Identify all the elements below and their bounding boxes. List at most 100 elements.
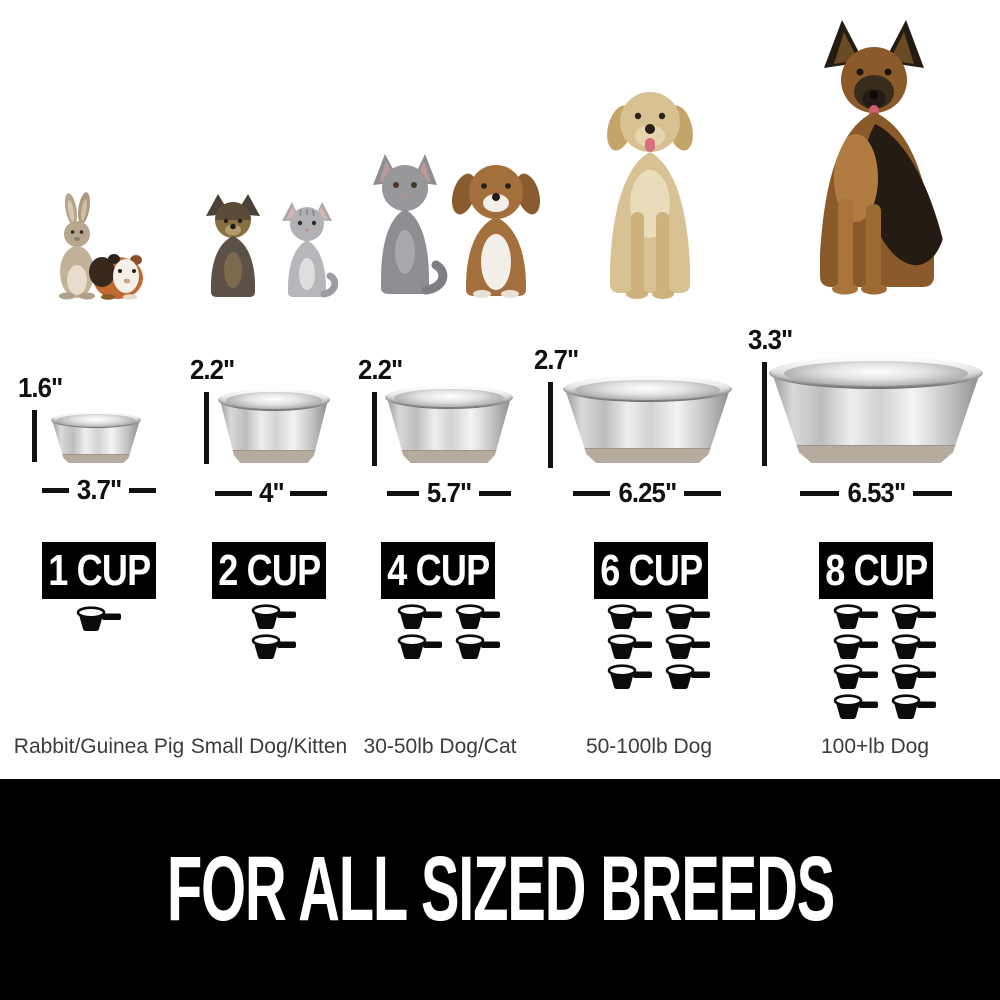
rabbit-icon xyxy=(59,192,95,300)
cup-badge: 4 CUP xyxy=(381,542,495,599)
measuring-scoop-icon xyxy=(607,634,652,659)
width-dimension-line xyxy=(573,490,610,496)
measuring-scoop-icon xyxy=(607,664,652,689)
bowl-interior xyxy=(226,392,322,410)
guinea-pig-icon xyxy=(89,254,143,300)
width-value: 5.7" xyxy=(426,477,472,508)
scoop-grid xyxy=(606,602,712,690)
height-value: 1.6" xyxy=(18,372,63,403)
size-comparison-section: 1.6" 3.7" 1 CUP Rabbit/Guinea Pig 2.2" xyxy=(13,20,984,758)
bowl-width-dimension: 6.53" xyxy=(800,477,952,509)
height-value: 2.2" xyxy=(358,354,403,385)
pet-type-label: 50-100lb Dog xyxy=(585,735,713,758)
bowl-width-dimension: 6.25" xyxy=(573,477,721,509)
bowl-rubber-base xyxy=(220,450,328,463)
bowl-height-dimension: 2.2" xyxy=(358,354,406,466)
pet-type-label: Rabbit/Guinea Pig xyxy=(13,735,185,758)
height-dimension-line xyxy=(32,410,37,462)
banner-headline: FOR ALL SIZED BREEDS xyxy=(166,838,834,940)
steel-bowl xyxy=(218,389,330,463)
bowl-rubber-base xyxy=(772,444,980,463)
bowl-rubber-base xyxy=(565,447,730,463)
pet-type-label: 30-50lb Dog/Cat xyxy=(363,735,517,758)
scoop-grid xyxy=(832,602,938,720)
width-value: 6.53" xyxy=(847,477,906,508)
golden-retriever-icon xyxy=(607,92,693,299)
cup-badge-label: 6 CUP xyxy=(599,545,703,595)
bowl-height-dimension: 1.6" xyxy=(18,372,66,462)
measuring-scoop-icon xyxy=(833,694,878,719)
bowl-rubber-base xyxy=(52,453,140,463)
measuring-scoop-icon xyxy=(891,664,936,689)
kitten-icon xyxy=(282,202,338,298)
measuring-scoop-icon xyxy=(891,634,936,659)
bowl-width-dimension: 4" xyxy=(215,477,328,509)
measuring-scoop-icon xyxy=(251,634,296,659)
cup-badge-label: 8 CUP xyxy=(824,545,928,595)
bowl-interior xyxy=(574,379,721,400)
measuring-scoop-icon xyxy=(251,604,296,629)
small-dog-kitten-photo xyxy=(206,194,338,298)
german-shepherd-icon xyxy=(820,20,948,295)
width-dimension-line xyxy=(215,490,252,496)
width-dimension-line xyxy=(387,490,419,496)
bowl-height-dimension: 3.3" xyxy=(748,324,796,466)
steel-bowl xyxy=(385,386,513,463)
golden-retriever-photo xyxy=(607,92,693,299)
height-dimension-line xyxy=(204,392,209,464)
steel-bowl xyxy=(768,357,984,463)
height-value: 3.3" xyxy=(748,324,793,355)
width-dimension-line xyxy=(800,490,839,496)
width-dimension-line xyxy=(684,490,721,496)
width-dimension-line xyxy=(913,490,952,496)
height-dimension-line xyxy=(762,362,767,466)
cup-badge-label: 1 CUP xyxy=(47,545,151,595)
width-dimension-line xyxy=(290,490,328,496)
scoop-grid xyxy=(75,604,123,632)
steel-bowl xyxy=(562,376,733,463)
cup-badge: 6 CUP xyxy=(594,542,708,599)
height-value: 2.7" xyxy=(534,344,579,375)
height-dimension-line xyxy=(372,392,377,466)
bowl-body xyxy=(220,400,328,463)
measuring-scoop-icon xyxy=(397,604,442,629)
measuring-scoop-icon xyxy=(891,694,936,719)
steel-bowl xyxy=(50,412,142,463)
cup-badge: 2 CUP xyxy=(212,542,326,599)
bowl-height-dimension: 2.7" xyxy=(534,344,582,468)
cup-badge: 8 CUP xyxy=(819,542,933,599)
bowl-interior xyxy=(784,361,968,387)
width-value: 3.7" xyxy=(76,474,122,505)
height-value: 2.2" xyxy=(190,354,235,385)
measuring-scoop-icon xyxy=(833,634,878,659)
measuring-scoop-icon xyxy=(455,604,500,629)
height-dimension-line xyxy=(548,382,553,468)
measuring-scoop-icon xyxy=(665,604,710,629)
pet-type-label: Small Dog/Kitten xyxy=(190,735,348,758)
pet-type-label: 100+lb Dog xyxy=(820,735,930,758)
measuring-scoop-icon xyxy=(607,604,652,629)
measuring-scoop-icon xyxy=(665,664,710,689)
scoop-grid xyxy=(396,602,502,660)
cup-badge-label: 4 CUP xyxy=(386,545,490,595)
yorkshire-terrier-icon xyxy=(206,194,260,297)
rabbit-guinea-pig-photo xyxy=(59,192,143,300)
bowl-rubber-base xyxy=(387,449,511,463)
measuring-scoop-icon xyxy=(665,634,710,659)
fluffy-dog-icon xyxy=(451,165,541,298)
bowl-interior xyxy=(394,389,504,408)
width-dimension-line xyxy=(479,490,512,496)
bowl-width-dimension: 3.7" xyxy=(42,474,157,506)
measuring-scoop-icon xyxy=(891,604,936,629)
german-shepherd-photo xyxy=(820,20,948,295)
width-dimension-line xyxy=(42,487,69,493)
measuring-scoop-icon xyxy=(397,634,442,659)
bowl-interior xyxy=(57,414,135,427)
measuring-scoop-icon xyxy=(455,634,500,659)
cup-badge: 1 CUP xyxy=(42,542,156,599)
width-dimension-line xyxy=(129,487,157,493)
width-value: 4" xyxy=(258,477,285,508)
bottom-banner: FOR ALL SIZED BREEDS xyxy=(0,779,1000,1000)
measuring-scoop-icon xyxy=(833,604,878,629)
